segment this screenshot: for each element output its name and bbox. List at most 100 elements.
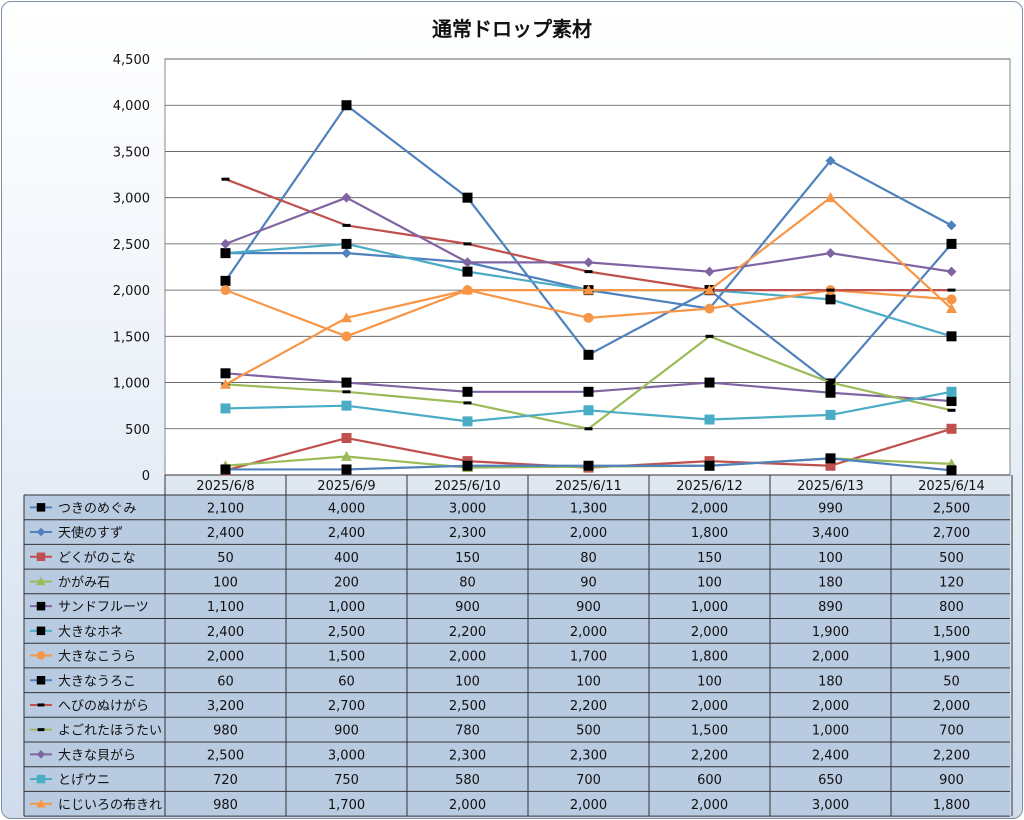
data-point	[220, 238, 231, 249]
table-cell: 2,000	[691, 625, 728, 640]
data-point	[341, 312, 352, 323]
data-point	[583, 386, 594, 397]
table-cell: 1,500	[691, 724, 728, 739]
data-point	[583, 405, 594, 416]
legend-key	[30, 703, 52, 707]
data-point	[825, 192, 836, 203]
table-cell: 800	[939, 600, 964, 615]
table-cell: 900	[939, 773, 964, 788]
table-cell: 1,900	[933, 650, 970, 665]
table-cell: 2,200	[691, 748, 728, 763]
data-point	[462, 192, 473, 203]
table-cell: 2,400	[207, 625, 244, 640]
table-cell: 1,000	[691, 600, 728, 615]
table-cell: 780	[455, 724, 480, 739]
y-tick-label: 1,000	[113, 377, 150, 392]
legend-key	[30, 750, 52, 759]
data-point	[463, 401, 472, 405]
x-category-label: 2025/6/8	[196, 479, 254, 494]
data-point	[704, 303, 715, 314]
table-cell: 980	[213, 798, 238, 813]
legend-key	[30, 626, 52, 636]
table-cell: 1,700	[570, 650, 607, 665]
series-group	[220, 192, 957, 389]
data-point	[826, 288, 835, 292]
table-cell: 50	[217, 551, 234, 566]
data-point	[341, 192, 352, 203]
data-point	[36, 601, 46, 611]
data-point	[220, 403, 231, 414]
table-cell: 200	[334, 575, 359, 590]
series-name: 天使のすず	[58, 525, 123, 541]
data-point	[946, 396, 957, 407]
data-point	[342, 223, 351, 227]
data-point	[36, 552, 46, 561]
table-cell: 2,000	[691, 501, 728, 516]
data-point	[947, 288, 956, 292]
series-name: サンドフルーツ	[58, 600, 149, 615]
data-point	[704, 460, 715, 471]
data-point	[704, 377, 715, 388]
data-point	[946, 266, 957, 277]
table-cell: 1,800	[691, 650, 728, 665]
table-cell: 980	[213, 724, 238, 739]
table-cell: 400	[334, 551, 359, 566]
series-name: 大きなうろこ	[58, 674, 136, 689]
legend-key	[30, 527, 52, 537]
table-cell: 80	[459, 575, 476, 590]
table-cell: 2,700	[933, 526, 970, 541]
data-point	[341, 248, 352, 259]
y-tick-label: 500	[125, 423, 150, 438]
data-point	[462, 257, 473, 268]
data-point	[583, 257, 594, 268]
table-cell: 1,100	[207, 600, 244, 615]
data-point	[947, 408, 956, 412]
series-group	[220, 368, 957, 407]
table-cell: 1,500	[933, 625, 970, 640]
data-point	[36, 799, 46, 808]
table-cell: 180	[818, 674, 843, 689]
table-cell: 1,800	[691, 526, 728, 541]
table-cell: 2,300	[449, 526, 486, 541]
data-point	[946, 294, 957, 305]
data-point	[825, 453, 836, 464]
table-cell: 100	[455, 674, 480, 689]
table-cell: 2,000	[691, 699, 728, 714]
table-cell: 2,000	[691, 798, 728, 813]
data-point	[342, 390, 351, 394]
table-cell: 2,500	[328, 625, 365, 640]
table-cell: 2,400	[812, 748, 849, 763]
table-cell: 2,700	[328, 699, 365, 714]
legend-key	[30, 676, 52, 685]
table-cell: 2,300	[570, 748, 607, 763]
table-cell: 2,000	[449, 798, 486, 813]
data-point	[220, 378, 231, 389]
data-point	[946, 303, 957, 313]
table-cell: 500	[576, 724, 601, 739]
data-point	[946, 465, 957, 476]
data-point	[462, 416, 473, 427]
data-point	[220, 464, 231, 475]
table-cell: 60	[217, 674, 234, 689]
table-cell: 2,000	[207, 650, 244, 665]
data-point	[946, 331, 957, 342]
table-cell: 150	[697, 551, 722, 566]
data-point	[584, 427, 593, 431]
data-point	[462, 284, 473, 295]
data-point	[583, 312, 594, 323]
x-category-label: 2025/6/12	[676, 479, 743, 494]
y-tick-label: 4,000	[113, 99, 150, 114]
data-point	[825, 387, 836, 398]
table-header-bg	[165, 475, 1010, 495]
y-tick-label: 4,500	[113, 53, 150, 68]
data-point	[463, 242, 472, 246]
data-point	[341, 100, 352, 111]
table-cell: 1,300	[570, 501, 607, 516]
data-point	[583, 349, 594, 360]
table-cell: 2,200	[570, 699, 607, 714]
table-cell: 2,000	[449, 650, 486, 665]
series-group	[220, 386, 957, 427]
table-cell: 2,400	[328, 526, 365, 541]
series-name: とげウニ	[58, 773, 110, 788]
